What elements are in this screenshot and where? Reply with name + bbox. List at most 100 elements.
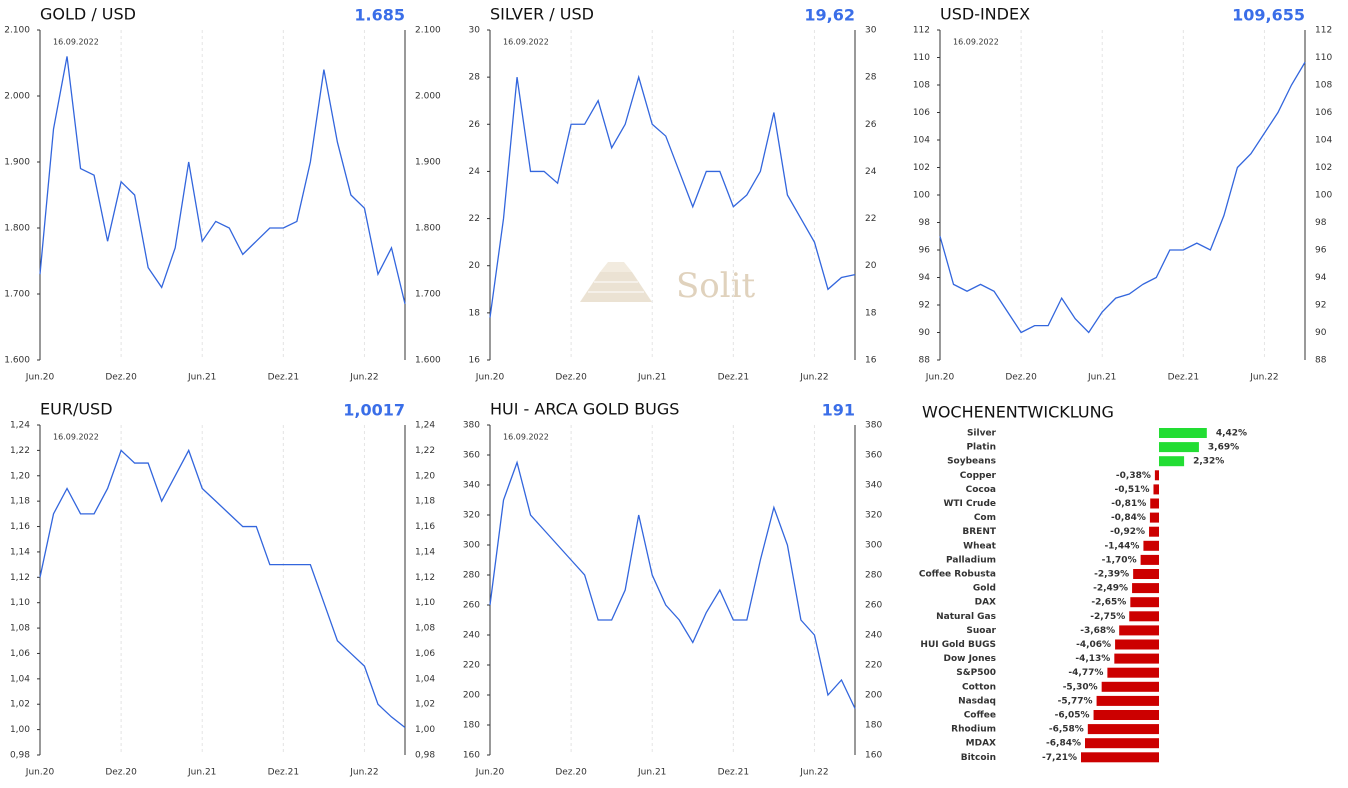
category-label: Gold (973, 584, 996, 594)
bar (1150, 498, 1159, 509)
last-value: 109,655 (1232, 6, 1305, 25)
x-tick-label: Dez.20 (105, 373, 137, 383)
y2-tick-label: 1,20 (415, 471, 435, 481)
bar (1129, 611, 1159, 622)
y-tick-label: 110 (913, 53, 930, 63)
y2-tick-label: 0,98 (415, 751, 435, 761)
x-tick-label: Jun.22 (799, 373, 828, 383)
y-tick-label: 1,14 (10, 547, 30, 557)
x-tick-label: Jun.22 (349, 768, 378, 778)
y-tick-label: 98 (919, 218, 931, 228)
category-label: Bitcoin (961, 753, 996, 763)
y-tick-label: 1.900 (4, 158, 30, 168)
y-tick-label: 104 (913, 136, 930, 146)
value-label: 3,69% (1208, 443, 1239, 453)
y-tick-label: 1,16 (10, 522, 30, 532)
y-tick-label: 300 (463, 541, 480, 551)
category-label: Natural Gas (936, 612, 996, 622)
chart-title: HUI - ARCA GOLD BUGS (490, 400, 679, 419)
annotation: 16.09.2022 (53, 433, 99, 442)
chart-title: WOCHENENTWICKLUNG (922, 403, 1114, 422)
x-tick-label: Dez.21 (268, 768, 300, 778)
y2-tick-label: 24 (865, 167, 877, 177)
x-tick-label: Dez.20 (555, 373, 587, 383)
y-tick-label: 106 (913, 108, 930, 118)
last-value: 1,0017 (343, 401, 405, 420)
y-tick-label: 94 (919, 273, 931, 283)
y-tick-label: 22 (469, 214, 480, 224)
y2-tick-label: 26 (865, 120, 877, 130)
price-line (39, 56, 406, 305)
y2-tick-label: 1.600 (415, 356, 441, 366)
bar (1133, 569, 1159, 579)
y2-tick-label: 1,00 (415, 725, 435, 735)
category-label: HUI Gold BUGS (920, 640, 996, 650)
annotation: 16.09.2022 (53, 38, 99, 47)
category-label: BRENT (962, 527, 996, 537)
y-tick-label: 160 (463, 751, 480, 761)
chart-title: EUR/USD (40, 400, 113, 419)
x-tick-label: Jun.21 (187, 373, 216, 383)
y2-tick-label: 1,14 (415, 547, 435, 557)
price-line (939, 61, 1306, 334)
y-tick-label: 16 (469, 356, 481, 366)
bar (1119, 625, 1159, 636)
chart-title: GOLD / USD (40, 5, 136, 24)
x-tick-label: Jun.21 (1087, 373, 1116, 383)
y-tick-label: 1.700 (4, 290, 30, 300)
x-tick-label: Dez.20 (1005, 373, 1037, 383)
y-tick-label: 1.800 (4, 224, 30, 234)
x-tick-label: Jun.22 (1249, 373, 1278, 383)
y-tick-label: 88 (919, 356, 931, 366)
y2-tick-label: 1,10 (415, 598, 435, 608)
y-tick-label: 1,24 (10, 421, 30, 431)
y2-tick-label: 102 (1315, 163, 1332, 173)
annotation: 16.09.2022 (953, 38, 999, 47)
bar (1149, 526, 1159, 537)
y2-tick-label: 108 (1315, 81, 1332, 91)
y-tick-label: 0,98 (10, 751, 30, 761)
last-value: 191 (822, 401, 855, 420)
category-label: Rhodium (951, 725, 996, 735)
y-tick-label: 30 (469, 26, 481, 36)
annotation: 16.09.2022 (503, 433, 549, 442)
y2-tick-label: 280 (865, 571, 882, 581)
value-label: -7,21% (1042, 753, 1077, 763)
category-label: Com (974, 513, 996, 523)
category-label: Suoar (966, 626, 996, 636)
y2-tick-label: 22 (865, 214, 876, 224)
bar (1107, 667, 1159, 678)
y2-tick-label: 110 (1315, 53, 1332, 63)
value-label: -0,51% (1115, 485, 1150, 495)
bar (1114, 653, 1159, 664)
value-label: -4,06% (1076, 640, 1111, 650)
bar (1159, 442, 1199, 453)
y-tick-label: 260 (463, 601, 480, 611)
y-tick-label: 320 (463, 511, 480, 521)
y2-tick-label: 200 (865, 691, 882, 701)
category-label: MDAX (966, 739, 996, 749)
y-tick-label: 92 (919, 301, 930, 311)
y-tick-label: 380 (463, 421, 480, 431)
price-line (489, 460, 856, 709)
bar (1101, 681, 1159, 692)
chart-title: USD-INDEX (940, 5, 1030, 24)
watermark-logo (580, 262, 652, 302)
value-label: -1,70% (1102, 555, 1137, 565)
y2-tick-label: 380 (865, 421, 882, 431)
y2-tick-label: 300 (865, 541, 882, 551)
y2-tick-label: 96 (1315, 246, 1327, 256)
x-tick-label: Jun.20 (475, 768, 505, 778)
y-tick-label: 1,12 (10, 573, 30, 583)
category-label: Palladium (946, 555, 996, 565)
y2-tick-label: 360 (865, 451, 882, 461)
y-tick-label: 280 (463, 571, 480, 581)
value-label: -0,38% (1116, 471, 1151, 481)
y-tick-label: 180 (463, 721, 480, 731)
value-label: -4,13% (1075, 654, 1110, 664)
y-tick-label: 1,18 (10, 497, 30, 507)
value-label: -2,49% (1093, 584, 1128, 594)
x-tick-label: Jun.21 (637, 373, 666, 383)
bar (1081, 752, 1159, 763)
